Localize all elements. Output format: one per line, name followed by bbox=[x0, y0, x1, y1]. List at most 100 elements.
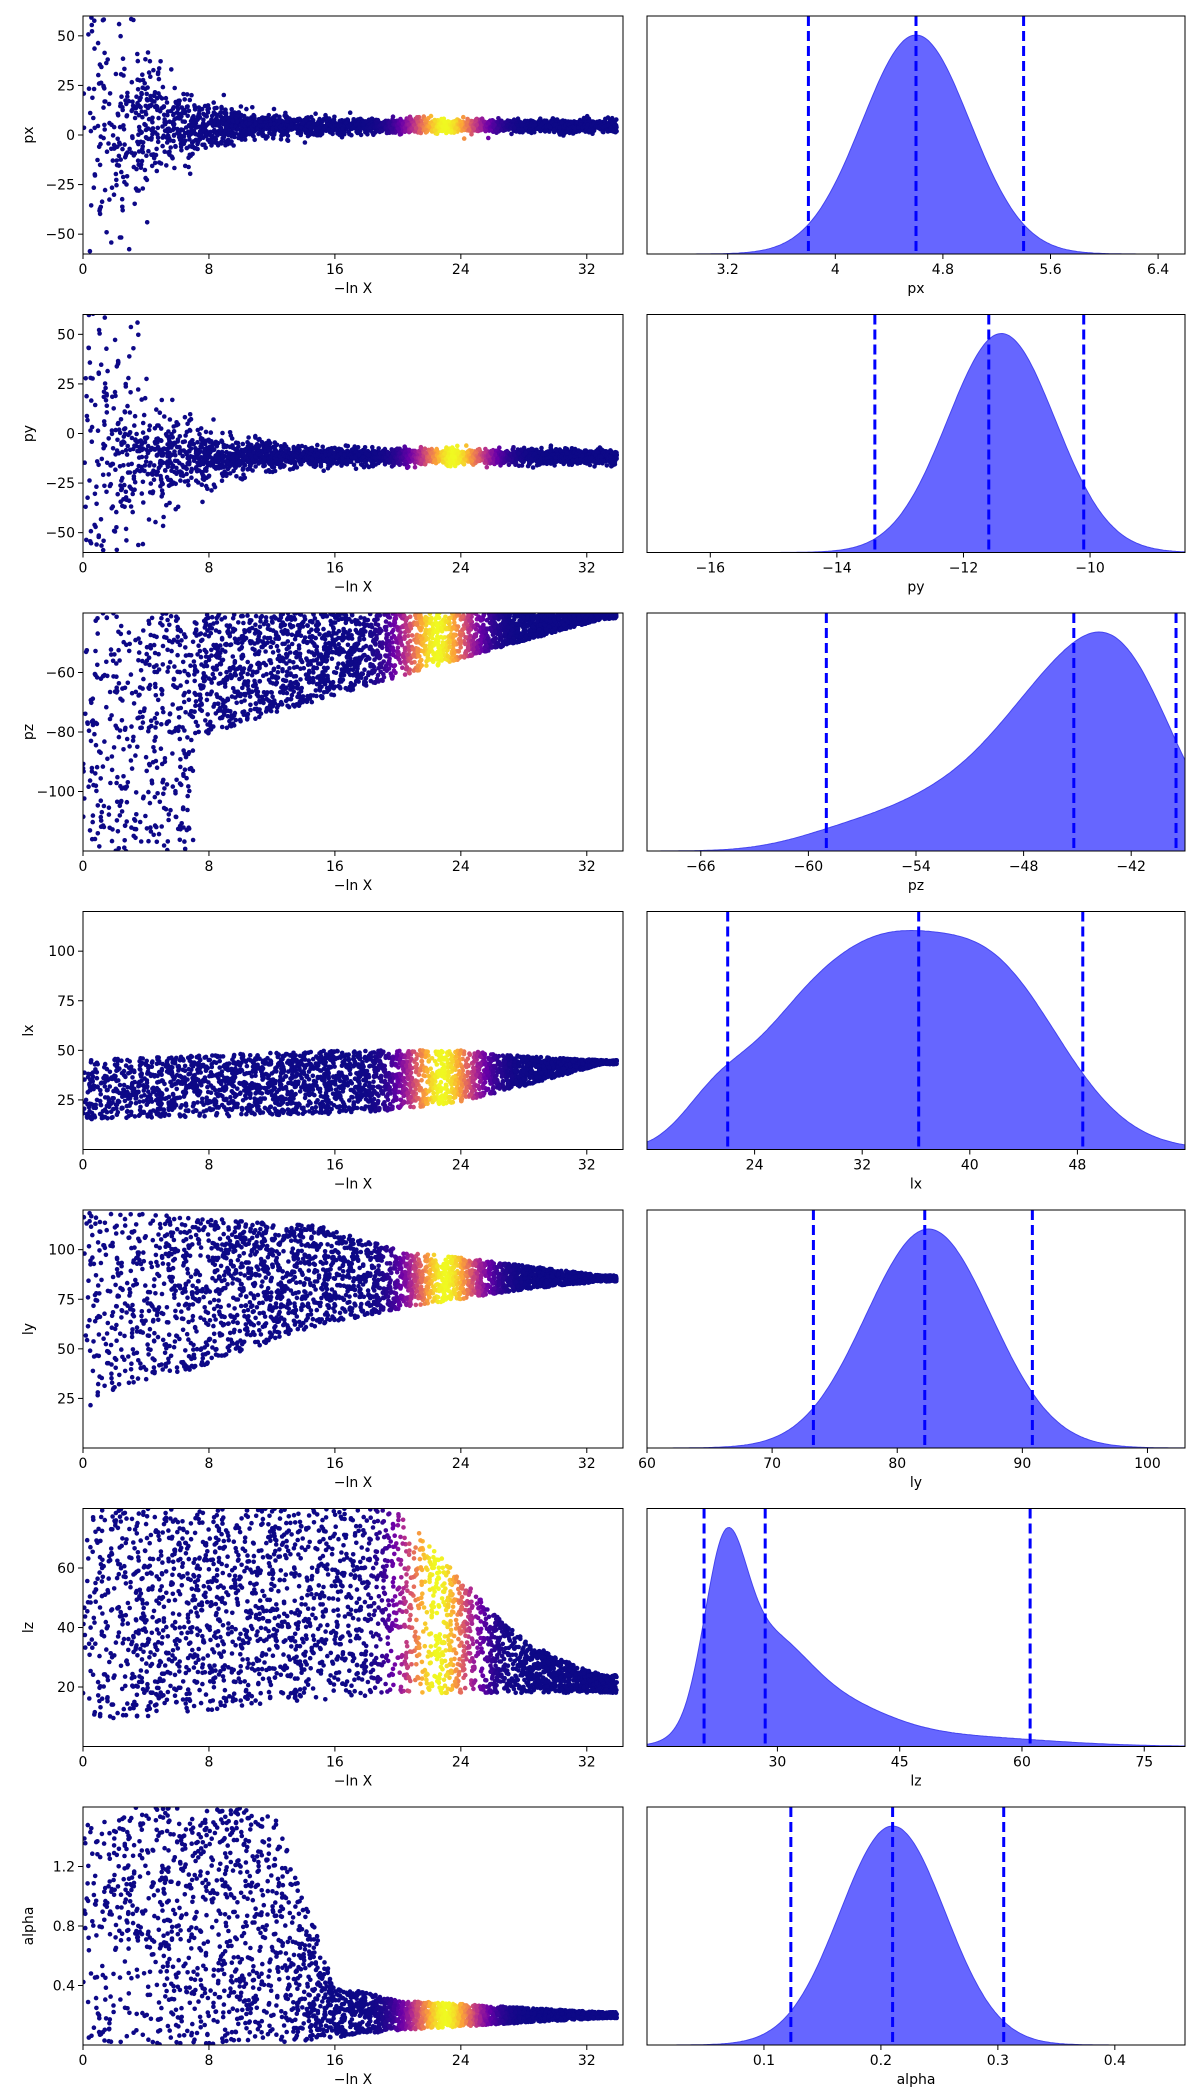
trace-point bbox=[120, 146, 125, 152]
trace-point bbox=[434, 131, 440, 136]
trace-point bbox=[240, 441, 246, 447]
trace-point bbox=[92, 46, 97, 51]
trace-point bbox=[298, 132, 304, 138]
trace-xtick-label: 16 bbox=[326, 262, 344, 278]
trace-point bbox=[473, 118, 479, 123]
trace-point bbox=[139, 90, 144, 96]
trace-point bbox=[124, 151, 129, 157]
trace-point bbox=[129, 79, 135, 85]
trace-point bbox=[397, 132, 403, 137]
trace-point bbox=[220, 135, 225, 141]
trace-point bbox=[145, 472, 151, 477]
trace-point bbox=[125, 94, 130, 99]
trace-point bbox=[147, 58, 153, 64]
trace-point bbox=[101, 17, 107, 22]
trace-point bbox=[270, 136, 276, 141]
trace-point bbox=[297, 116, 302, 122]
trace-point bbox=[337, 132, 342, 138]
density-xlabel-px: px bbox=[907, 281, 924, 297]
trace-point bbox=[195, 146, 200, 152]
trace-point bbox=[145, 105, 151, 111]
trace-point bbox=[242, 133, 248, 139]
trace-point bbox=[175, 437, 181, 442]
trace-point bbox=[140, 72, 145, 77]
trace-point bbox=[132, 413, 138, 419]
trace-point bbox=[193, 446, 198, 451]
trace-point bbox=[87, 248, 93, 254]
trace-point bbox=[124, 101, 129, 107]
trace-point bbox=[144, 153, 149, 158]
trace-point bbox=[106, 141, 111, 146]
trace-point bbox=[294, 465, 300, 470]
trace-point bbox=[127, 146, 132, 152]
trace-point bbox=[85, 495, 90, 501]
trace-ytick-label: 50 bbox=[57, 29, 75, 45]
trace-point bbox=[389, 126, 394, 132]
trace-point bbox=[101, 538, 106, 544]
trace-point bbox=[390, 130, 396, 135]
trace-point bbox=[406, 464, 411, 470]
trace-point bbox=[557, 125, 562, 131]
trace-point bbox=[119, 169, 124, 175]
trace-point bbox=[164, 163, 169, 168]
trace-point bbox=[491, 124, 496, 130]
trace-point bbox=[125, 403, 130, 409]
trace-point bbox=[455, 443, 460, 449]
trace-point bbox=[154, 168, 160, 174]
trace-point bbox=[113, 71, 119, 77]
trace-point bbox=[191, 139, 196, 144]
trace-point bbox=[134, 166, 139, 172]
trace-point bbox=[112, 389, 118, 395]
trace-point bbox=[130, 107, 135, 112]
trace-point bbox=[146, 116, 152, 122]
trace-point bbox=[114, 177, 119, 183]
trace-point bbox=[102, 483, 107, 489]
trace-point bbox=[160, 523, 166, 529]
trace-point bbox=[166, 150, 171, 155]
trace-point bbox=[129, 435, 135, 441]
trace-point bbox=[141, 412, 147, 418]
trace-point bbox=[144, 376, 149, 382]
trace-point bbox=[140, 420, 146, 426]
trace-point bbox=[120, 56, 126, 61]
trace-point bbox=[113, 467, 118, 473]
trace-point bbox=[120, 449, 125, 455]
trace-point bbox=[146, 148, 151, 154]
trace-point bbox=[298, 125, 304, 130]
trace-point bbox=[97, 62, 103, 67]
trace-point bbox=[85, 417, 90, 423]
trace-point bbox=[269, 132, 275, 137]
trace-point bbox=[250, 468, 255, 473]
trace-point bbox=[136, 112, 142, 118]
trace-point bbox=[208, 430, 214, 435]
trace-point bbox=[92, 173, 98, 178]
trace-point bbox=[143, 57, 148, 62]
trace-ytick-label: −25 bbox=[45, 178, 75, 194]
trace-point bbox=[174, 444, 180, 450]
trace-point bbox=[114, 182, 119, 188]
trace-point bbox=[509, 131, 514, 137]
trace-point bbox=[464, 443, 469, 448]
trace-point bbox=[485, 120, 491, 126]
trace-point bbox=[130, 99, 135, 104]
trace-point bbox=[178, 144, 184, 149]
trace-point bbox=[532, 122, 538, 128]
trace-point bbox=[86, 32, 91, 37]
trace-point bbox=[177, 137, 183, 142]
trace-point bbox=[151, 67, 156, 73]
trace-point bbox=[184, 104, 190, 110]
trace-point bbox=[172, 165, 177, 171]
trace-point bbox=[151, 477, 157, 483]
trace-point bbox=[140, 541, 146, 547]
trace-point bbox=[197, 128, 203, 134]
trace-point bbox=[319, 122, 325, 127]
trace-point bbox=[148, 74, 153, 79]
trace-point bbox=[163, 95, 169, 101]
trace-point bbox=[102, 122, 107, 128]
trace-point bbox=[235, 119, 240, 125]
trace-point bbox=[115, 111, 121, 117]
trace-point bbox=[353, 466, 359, 472]
trace-point bbox=[150, 131, 155, 137]
trace-point bbox=[120, 204, 125, 210]
